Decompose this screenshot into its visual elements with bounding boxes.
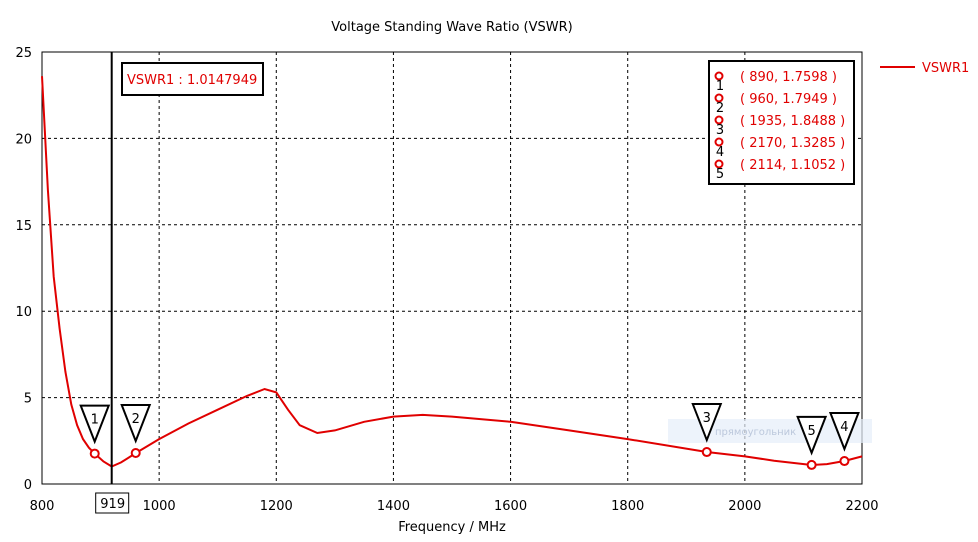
marker-flag-4 <box>828 412 860 452</box>
marker-flag-label: 1 <box>91 413 99 428</box>
y-tick-label: 10 <box>15 305 32 320</box>
marker-flag-1 <box>79 404 111 445</box>
marker-table <box>708 60 855 185</box>
marker-flag-label: 2 <box>132 412 140 427</box>
marker-table-icon <box>714 93 724 103</box>
marker-table-id: 2 <box>716 101 724 116</box>
marker-flag-label: 4 <box>840 420 848 435</box>
x-axis-label: Frequency / MHz <box>398 520 506 535</box>
marker-flag-label: 3 <box>703 411 711 426</box>
marker-table-value: ( 1935, 1.8488 ) <box>740 114 845 129</box>
plot-frame <box>41 51 863 485</box>
x-tick-label: 1800 <box>611 499 644 514</box>
marker-point-3 <box>701 447 712 458</box>
cursor-readout-box <box>121 62 264 96</box>
marker-table-icon <box>714 71 724 81</box>
marker-flag-5 <box>796 415 828 456</box>
marker-table-value: ( 2170, 1.3285 ) <box>740 136 845 151</box>
marker-flag-label: 5 <box>807 424 815 439</box>
x-tick-label: 800 <box>30 499 55 514</box>
marker-table-value: ( 2114, 1.1052 ) <box>740 158 845 173</box>
y-tick-label: 0 <box>24 478 32 493</box>
y-tick-label: 15 <box>15 219 32 234</box>
marker-point-5 <box>806 459 817 470</box>
x-tick-label: 2000 <box>728 499 761 514</box>
marker-table-icon <box>714 115 724 125</box>
marker-table-value: ( 960, 1.7949 ) <box>740 92 837 107</box>
x-tick-label: 1200 <box>260 499 293 514</box>
marker-table-value: ( 890, 1.7598 ) <box>740 70 837 85</box>
marker-point-1 <box>89 448 100 459</box>
series-line-vswr1 <box>41 76 863 468</box>
x-tick-label: 2200 <box>845 499 878 514</box>
legend-label: VSWR1 <box>922 61 969 76</box>
tooltip-overlay-text: прямоугольник <box>715 427 796 438</box>
marker-point-2 <box>130 447 141 458</box>
x-tick-label: 1600 <box>494 499 527 514</box>
y-tick-label: 20 <box>15 132 32 147</box>
marker-table-id: 3 <box>716 123 724 138</box>
y-tick-label: 25 <box>15 46 32 61</box>
marker-table-id: 4 <box>716 145 724 160</box>
marker-point-4 <box>839 456 850 467</box>
marker-table-icon <box>714 159 724 169</box>
marker-table-id: 1 <box>716 79 724 94</box>
x-tick-label: 1400 <box>377 499 410 514</box>
cursor-readout: VSWR1 : 1.0147949 <box>127 73 257 88</box>
marker-table-id: 5 <box>716 167 724 182</box>
cursor-x-label: 919 <box>100 497 125 512</box>
cursor-x-box <box>95 492 130 514</box>
marker-flag-3 <box>691 403 723 443</box>
chart-title: Voltage Standing Wave Ratio (VSWR) <box>331 20 572 35</box>
x-tick-label: 1000 <box>143 499 176 514</box>
marker-flag-2 <box>120 403 152 444</box>
marker-table-icon <box>714 137 724 147</box>
y-tick-label: 5 <box>24 392 32 407</box>
